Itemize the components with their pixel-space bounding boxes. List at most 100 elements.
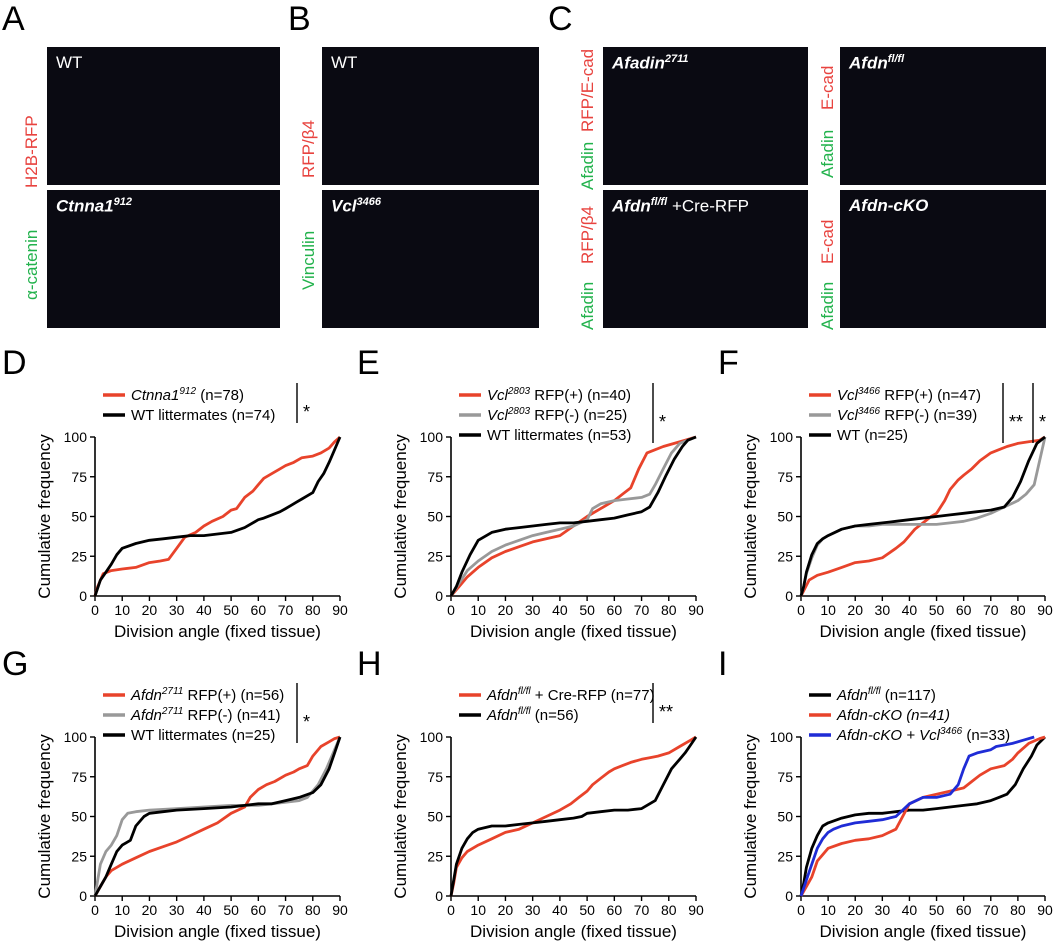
series-line-1 bbox=[799, 735, 1046, 897]
y-tick-label: 100 bbox=[770, 429, 794, 445]
x-tick-label: 40 bbox=[196, 902, 212, 918]
x-axis-label: Division angle (fixed tissue) bbox=[114, 622, 321, 641]
x-tick-label: 60 bbox=[251, 602, 267, 618]
side-label-c-tr-red: E-cad bbox=[818, 65, 837, 110]
y-axis-label: Cumulative frequency bbox=[35, 434, 54, 599]
x-tick-label: 30 bbox=[525, 902, 541, 918]
image-label: Ctnna1912 bbox=[56, 196, 132, 216]
x-tick-label: 10 bbox=[820, 902, 836, 918]
y-tick-label: 25 bbox=[777, 548, 793, 564]
x-tick-label: 20 bbox=[847, 902, 863, 918]
axes: 0 10 20 30 40 50 60 70 80 90 0 25 50 75 100 bbox=[64, 729, 348, 918]
legend-label: WT littermates (n=74) bbox=[131, 407, 275, 424]
micrograph-c-afdn-flfl: Afdnfl/fl bbox=[840, 47, 1046, 185]
axes: 0 10 20 30 40 50 60 70 80 90 0 25 50 75 100 bbox=[770, 429, 1053, 618]
y-tick-label: 75 bbox=[71, 769, 87, 785]
x-tick-label: 50 bbox=[929, 602, 945, 618]
x-tick-label: 10 bbox=[114, 902, 130, 918]
chart-h: 0 10 20 30 40 50 60 70 80 90 0 25 50 75 100 Division an… bbox=[356, 680, 708, 942]
x-tick-label: 90 bbox=[1037, 902, 1053, 918]
legend: Afdnfl/fl + Cre-RFP (n=77) Afdnfl/fl (n=5… bbox=[459, 686, 655, 724]
panel-letter-b: B bbox=[288, 0, 311, 38]
panel-letter-e: E bbox=[357, 344, 380, 382]
x-tick-label: 80 bbox=[1010, 902, 1026, 918]
x-tick-label: 50 bbox=[223, 902, 239, 918]
y-tick-label: 50 bbox=[777, 809, 793, 825]
x-tick-label: 60 bbox=[956, 602, 972, 618]
y-tick-label: 100 bbox=[64, 729, 88, 745]
series-line-2 bbox=[449, 435, 697, 597]
y-tick-label: 0 bbox=[435, 888, 443, 904]
y-tick-label: 100 bbox=[420, 429, 444, 445]
y-tick-label: 75 bbox=[777, 469, 793, 485]
legend: Vcl2803 RFP(+) (n=40) Vcl2803 RFP(-) (n=2… bbox=[459, 386, 631, 444]
legend: Afdnfl/fl (n=117) Afdn-cKO (n=41) Afdn-cKO… bbox=[809, 686, 1010, 744]
x-tick-label: 80 bbox=[305, 902, 321, 918]
panel-letter-g: G bbox=[2, 645, 29, 683]
side-label-c-br-green: Afadin bbox=[818, 281, 837, 330]
micrograph-c-afadin2711: Afadin2711 bbox=[603, 47, 808, 185]
y-tick-label: 25 bbox=[71, 848, 87, 864]
image-label: WT bbox=[331, 53, 358, 72]
series-line-1 bbox=[93, 736, 342, 897]
significance: ** bbox=[652, 683, 673, 723]
legend-label: Afdn-cKO (n=41) bbox=[836, 707, 950, 724]
x-tick-label: 30 bbox=[875, 602, 891, 618]
y-tick-label: 50 bbox=[427, 509, 443, 525]
micrograph-c-afdn-cre: Afdnfl/fl +Cre-RFP bbox=[603, 190, 808, 328]
legend-label: Afdn2711 RFP(-) (n=41) bbox=[130, 706, 280, 724]
x-tick-label: 60 bbox=[251, 902, 267, 918]
micrograph-b-wt: WT bbox=[322, 47, 539, 185]
chart-f: 0 10 20 30 40 50 60 70 80 90 0 25 50 75 100 Division an… bbox=[706, 380, 1057, 642]
series-line-2 bbox=[799, 735, 1035, 897]
x-tick-label: 40 bbox=[552, 902, 568, 918]
y-tick-label: 50 bbox=[71, 509, 87, 525]
chart-d: 0 10 20 30 40 50 60 70 80 90 0 25 50 75 100 Division an… bbox=[0, 380, 352, 642]
legend-label: WT (n=25) bbox=[837, 427, 908, 444]
sig-label: * bbox=[303, 712, 310, 732]
chart-e: 0 10 20 30 40 50 60 70 80 90 0 25 50 75 100 Division an… bbox=[356, 380, 708, 642]
x-tick-label: 40 bbox=[552, 602, 568, 618]
y-tick-label: 75 bbox=[71, 469, 87, 485]
micrograph-a-wt: WT bbox=[47, 47, 280, 185]
x-tick-label: 90 bbox=[332, 902, 348, 918]
axes: 0 10 20 30 40 50 60 70 80 90 0 25 50 75 100 bbox=[420, 429, 704, 618]
series-line-0 bbox=[799, 435, 1046, 597]
panel-letter-a: A bbox=[2, 0, 25, 38]
x-axis-label: Division angle (fixed tissue) bbox=[820, 922, 1027, 941]
x-tick-label: 10 bbox=[470, 902, 486, 918]
x-tick-label: 60 bbox=[956, 902, 972, 918]
y-axis-label: Cumulative frequency bbox=[35, 734, 54, 899]
side-label-c-tl-red: RFP/E-cad bbox=[578, 48, 597, 132]
x-tick-label: 30 bbox=[169, 902, 185, 918]
axes: 0 10 20 30 40 50 60 70 80 90 0 25 50 75 100 bbox=[770, 729, 1053, 918]
sig-label: * bbox=[659, 412, 666, 432]
x-tick-label: 40 bbox=[902, 902, 918, 918]
x-tick-label: 10 bbox=[820, 602, 836, 618]
y-axis-label: Cumulative frequency bbox=[391, 734, 410, 899]
series-line-1 bbox=[449, 435, 697, 597]
chart-g: 0 10 20 30 40 50 60 70 80 90 0 25 50 75 100 Division an… bbox=[0, 680, 352, 942]
x-tick-label: 80 bbox=[661, 602, 677, 618]
legend-label: Afdnfl/fl (n=117) bbox=[836, 686, 936, 704]
x-tick-label: 40 bbox=[902, 602, 918, 618]
x-axis-label: Division angle (fixed tissue) bbox=[470, 922, 677, 941]
sig-label: * bbox=[303, 402, 310, 422]
x-tick-label: 70 bbox=[634, 602, 650, 618]
micrograph-a-ctnna1: Ctnna1912 bbox=[47, 190, 280, 328]
side-label-c-br-red: E-cad bbox=[818, 219, 837, 264]
x-tick-label: 40 bbox=[196, 602, 212, 618]
y-tick-label: 100 bbox=[770, 729, 794, 745]
legend: Ctnna1912 (n=78) WT littermates (n=74) bbox=[103, 386, 275, 424]
side-label-c-tr-green: Afadin bbox=[818, 129, 837, 178]
y-tick-label: 0 bbox=[435, 588, 443, 604]
x-tick-label: 10 bbox=[114, 602, 130, 618]
x-tick-label: 20 bbox=[847, 602, 863, 618]
side-label-rfp-b4: RFP/β4 bbox=[299, 120, 318, 178]
legend-label: Ctnna1912 (n=78) bbox=[131, 386, 244, 404]
x-tick-label: 0 bbox=[447, 902, 455, 918]
y-tick-label: 25 bbox=[777, 848, 793, 864]
sig-label: ** bbox=[659, 702, 673, 722]
legend-label: Vcl2803 RFP(-) (n=25) bbox=[487, 406, 627, 424]
x-tick-label: 30 bbox=[875, 902, 891, 918]
